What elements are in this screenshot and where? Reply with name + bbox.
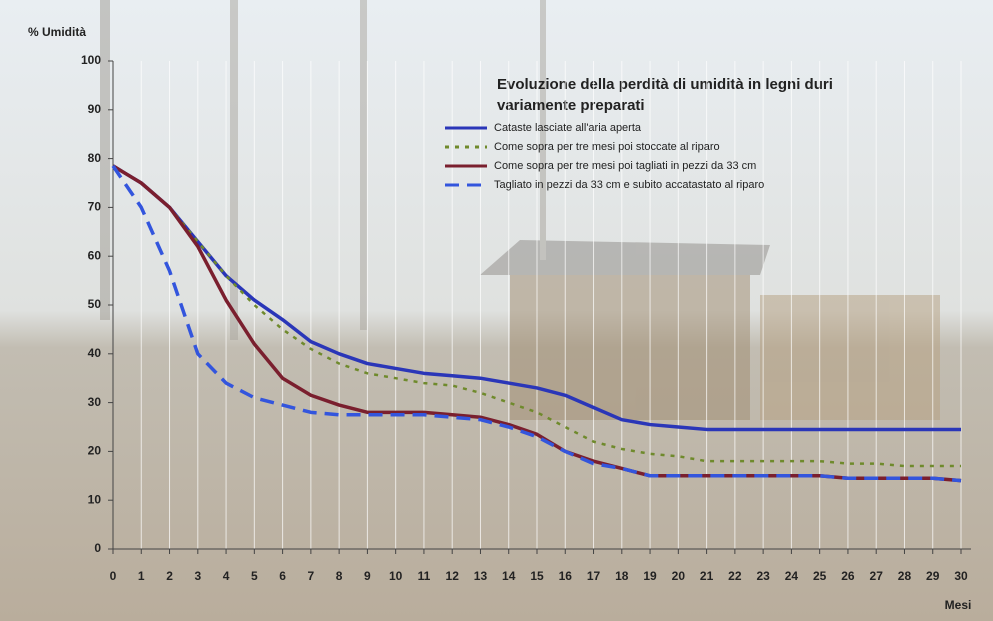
y-tick-label: 40 [88,346,102,360]
x-tick-label: 19 [643,569,657,583]
x-tick-label: 26 [841,569,855,583]
series-line [112,164,961,432]
y-tick-label: 60 [88,248,102,262]
y-tick-label: 70 [88,200,102,214]
legend-label: Come sopra per tre mesi poi tagliati in … [494,160,756,172]
x-tick-label: 16 [559,569,573,583]
x-tick-label: 18 [615,569,629,583]
x-tick-label: 12 [446,569,460,583]
x-tick-label: 5 [251,569,258,583]
y-tick-label: 30 [88,395,102,409]
x-tick-label: 17 [587,569,601,583]
x-axis-label: Mesi [945,598,972,612]
y-tick-label: 20 [88,444,102,458]
y-tick-label: 10 [88,492,102,506]
x-tick-label: 28 [898,569,912,583]
x-tick-label: 1 [138,569,145,583]
x-tick-label: 27 [870,569,884,583]
y-tick-label: 50 [88,297,102,311]
x-tick-label: 25 [813,569,827,583]
x-tick-label: 21 [700,569,714,583]
legend-label: Come sopra per tre mesi poi stoccate al … [494,141,720,153]
x-tick-label: 15 [530,569,544,583]
x-tick-label: 11 [418,569,431,583]
x-tick-label: 23 [756,569,770,583]
x-tick-label: 20 [672,569,686,583]
x-tick-label: 7 [308,569,315,583]
y-tick-label: 0 [94,541,101,555]
y-axis-label: % Umidità [28,25,86,39]
x-tick-label: 10 [389,569,403,583]
photo-scene [100,0,940,420]
y-tick-label: 90 [88,102,102,116]
x-tick-label: 2 [166,569,173,583]
x-tick-label: 9 [364,569,371,583]
x-tick-label: 0 [110,569,117,583]
x-tick-label: 29 [926,569,940,583]
legend-label: Tagliato in pezzi da 33 cm e subito acca… [494,179,764,191]
legend-label: Cataste lasciate all'aria aperta [494,122,642,134]
x-tick-label: 3 [194,569,201,583]
chart-title: variamente preparati [497,97,645,114]
x-tick-label: 4 [223,569,230,583]
x-tick-label: 24 [785,569,799,583]
chart-title: Evoluzione della perdità di umidità in l… [497,76,833,93]
y-tick-label: 80 [88,151,102,165]
x-tick-label: 8 [336,569,343,583]
series-line [112,164,962,483]
x-tick-label: 22 [728,569,742,583]
x-tick-label: 13 [474,569,488,583]
x-tick-label: 30 [954,569,968,583]
x-tick-label: 6 [279,569,286,583]
y-tick-label: 100 [81,53,101,67]
x-tick-label: 14 [502,569,516,583]
